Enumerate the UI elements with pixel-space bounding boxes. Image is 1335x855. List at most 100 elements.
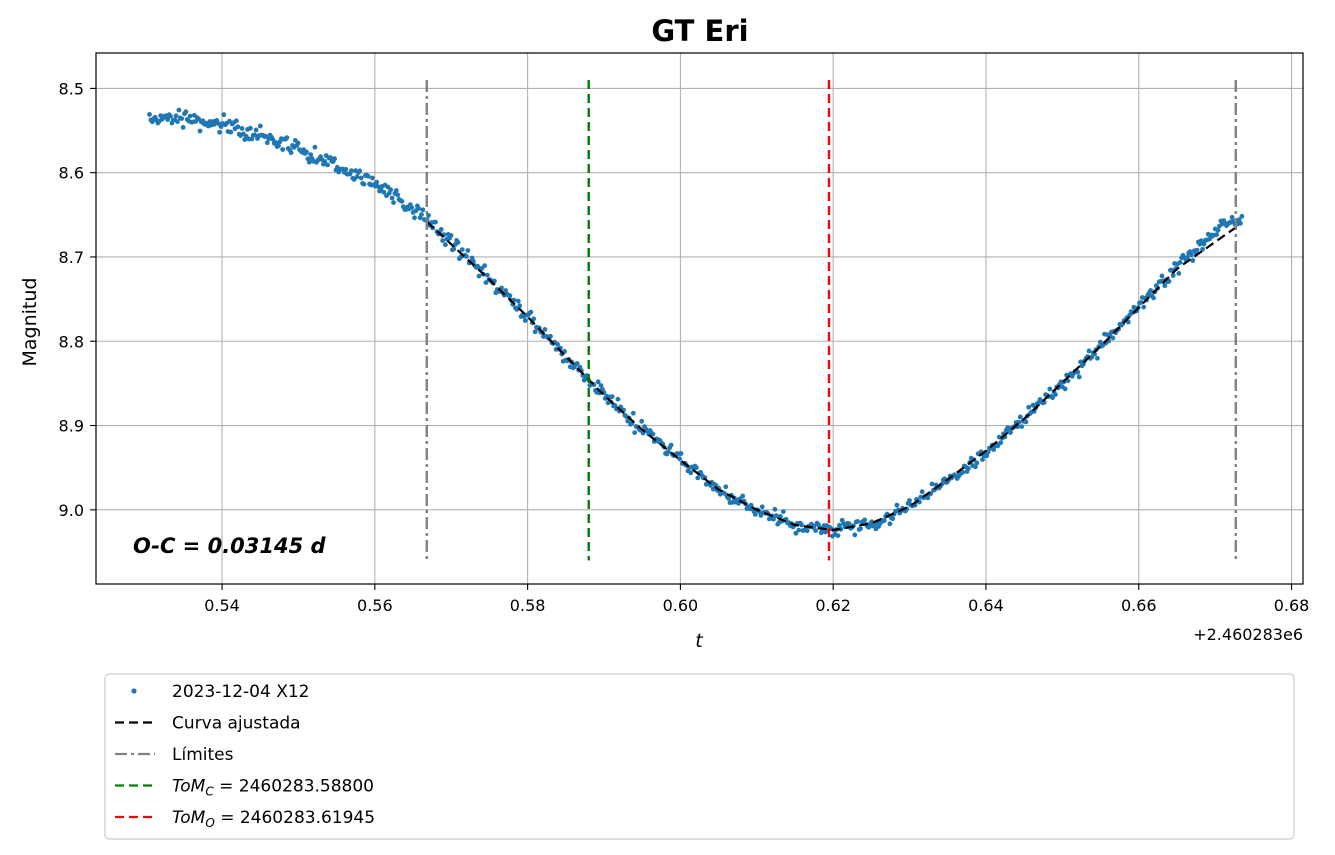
data-point bbox=[476, 273, 482, 279]
data-point bbox=[1151, 295, 1156, 301]
data-point bbox=[630, 410, 636, 416]
data-point bbox=[507, 293, 513, 299]
data-point bbox=[1086, 348, 1092, 354]
data-point bbox=[196, 116, 202, 122]
data-point bbox=[1075, 369, 1081, 375]
fit-curve-line bbox=[426, 220, 1237, 531]
data-point bbox=[752, 512, 758, 517]
data-point bbox=[426, 213, 431, 218]
data-point bbox=[306, 159, 312, 165]
x-tick-label: 0.64 bbox=[968, 596, 1004, 615]
legend-label: Curva ajustada bbox=[172, 714, 301, 734]
data-point bbox=[1089, 354, 1095, 360]
data-point bbox=[221, 112, 227, 118]
data-point bbox=[328, 155, 333, 160]
data-point bbox=[862, 517, 868, 523]
data-point bbox=[1239, 213, 1245, 219]
data-point bbox=[173, 113, 179, 119]
data-point bbox=[650, 431, 656, 437]
data-point bbox=[677, 456, 682, 462]
data-point bbox=[919, 489, 925, 495]
data-point bbox=[1177, 260, 1183, 265]
data-point bbox=[175, 119, 180, 124]
data-point bbox=[375, 184, 381, 190]
data-point bbox=[503, 288, 509, 293]
data-point bbox=[609, 394, 615, 399]
x-axis: 0.54 0.56 0.58 0.60 0.62 0.64 0.66 0.68 bbox=[204, 584, 1309, 615]
data-point bbox=[925, 495, 931, 501]
data-point bbox=[1138, 300, 1144, 305]
data-point bbox=[1008, 430, 1013, 435]
data-point bbox=[354, 174, 360, 180]
data-point bbox=[1194, 247, 1200, 253]
y-tick-label: 8.7 bbox=[59, 248, 84, 267]
data-point bbox=[532, 329, 538, 335]
y-axis: 8.5 8.6 8.7 8.8 8.9 9.0 bbox=[59, 79, 96, 520]
data-point bbox=[248, 125, 253, 131]
data-point bbox=[1189, 252, 1194, 258]
data-point bbox=[722, 490, 727, 496]
data-point bbox=[1023, 419, 1029, 425]
data-point bbox=[358, 175, 364, 181]
y-tick-label: 8.6 bbox=[59, 164, 84, 183]
data-point bbox=[1214, 232, 1219, 238]
data-point bbox=[528, 309, 534, 315]
data-point bbox=[419, 212, 424, 218]
data-point bbox=[357, 168, 363, 174]
data-point bbox=[514, 307, 520, 312]
data-point bbox=[985, 449, 991, 455]
data-point bbox=[147, 112, 152, 117]
data-point bbox=[1148, 288, 1154, 293]
data-point bbox=[264, 140, 270, 146]
x-tick-label: 0.60 bbox=[663, 596, 699, 615]
data-point bbox=[176, 107, 182, 113]
data-point bbox=[1229, 214, 1235, 220]
data-point bbox=[485, 272, 490, 278]
data-point bbox=[280, 147, 286, 152]
data-point bbox=[276, 143, 281, 149]
data-point bbox=[1095, 355, 1100, 361]
legend-label: ToMO = 2460283.61945 bbox=[172, 808, 375, 830]
data-point bbox=[1050, 395, 1055, 401]
data-point bbox=[581, 377, 587, 383]
data-point bbox=[370, 175, 375, 181]
plot-frame bbox=[95, 52, 1304, 585]
x-axis-offset-label: +2.460283e6 bbox=[1193, 625, 1303, 644]
data-point bbox=[1159, 273, 1165, 279]
data-point bbox=[694, 465, 699, 471]
data-point bbox=[710, 486, 716, 492]
legend-box bbox=[104, 673, 1295, 840]
data-point bbox=[1170, 273, 1176, 278]
data-point bbox=[433, 219, 438, 225]
x-tick-label: 0.54 bbox=[204, 596, 240, 615]
data-point bbox=[973, 464, 978, 470]
data-point bbox=[179, 116, 185, 121]
data-point bbox=[678, 451, 684, 456]
data-point bbox=[361, 181, 367, 187]
data-point bbox=[304, 149, 309, 155]
data-point bbox=[1131, 304, 1137, 310]
data-point bbox=[804, 528, 810, 534]
data-point bbox=[249, 136, 255, 142]
data-point bbox=[960, 469, 966, 475]
legend-label: 2023-12-04 X12 bbox=[172, 682, 309, 702]
data-point bbox=[288, 150, 294, 156]
data-point bbox=[451, 246, 457, 252]
data-point bbox=[1026, 404, 1032, 410]
data-point bbox=[420, 207, 426, 213]
data-point bbox=[1092, 351, 1097, 357]
data-point bbox=[740, 493, 746, 499]
data-point bbox=[773, 513, 779, 518]
data-point bbox=[1238, 220, 1243, 226]
data-point bbox=[187, 113, 193, 119]
data-point bbox=[455, 240, 461, 245]
data-point bbox=[1215, 227, 1221, 233]
data-point bbox=[1017, 414, 1023, 420]
data-point bbox=[1236, 217, 1242, 223]
data-point bbox=[183, 109, 189, 115]
data-point bbox=[966, 466, 971, 471]
data-point bbox=[837, 523, 842, 528]
data-point bbox=[852, 532, 858, 538]
data-point bbox=[984, 453, 990, 459]
